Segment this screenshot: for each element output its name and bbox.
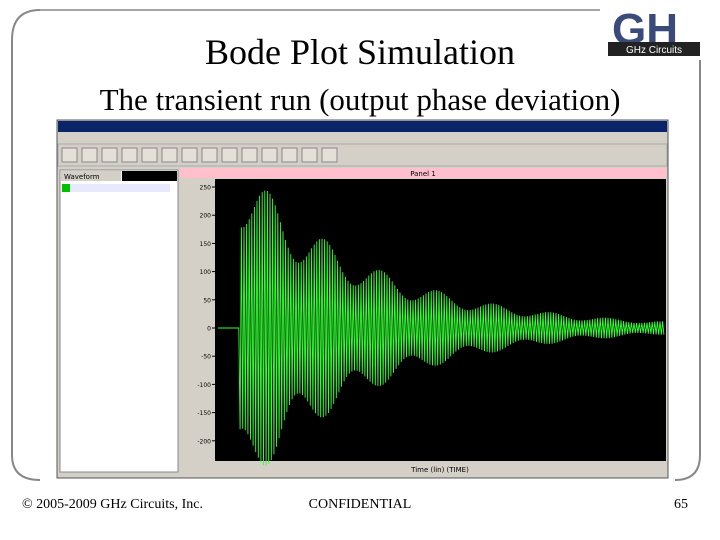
toolbar-button: [181, 147, 198, 163]
footer-confidential: CONFIDENTIAL: [309, 497, 412, 512]
logo-bar: [608, 42, 700, 56]
toolbar-button: [281, 147, 298, 163]
panel-header: [180, 168, 666, 178]
y-tick-label: 0: [207, 326, 211, 333]
waveform: [218, 190, 665, 466]
toolbar-button: [241, 147, 258, 163]
toolbar-button: [121, 147, 138, 163]
list-field: [122, 171, 177, 181]
toolbar-button: [81, 147, 98, 163]
y-tick-label: -50: [201, 354, 211, 361]
list-item: [70, 184, 170, 192]
list-header-text: Waveform: [64, 173, 100, 181]
screenshot: Waveform Panel 1 Time (lin) (TIME) 250 20…: [56, 119, 669, 479]
frame-right: [674, 60, 701, 481]
toolbar-button: [261, 147, 278, 163]
y-tick-label: 150: [200, 241, 212, 248]
toolbar-button: [221, 147, 238, 163]
toolbar-button: [61, 147, 78, 163]
footer-copyright: © 2005-2009 GHz Circuits, Inc.: [22, 497, 203, 512]
window-titlebar: [58, 121, 667, 132]
y-tick-label: -150: [197, 410, 211, 417]
y-tick-label: -200: [197, 438, 211, 445]
waveform-list: [59, 169, 179, 473]
toolbar-button: [101, 147, 118, 163]
toolbar-button: [301, 147, 318, 163]
y-tick-label: 100: [200, 269, 212, 276]
toolbar-button: [161, 147, 178, 163]
list-item-icon: [62, 184, 70, 192]
toolbar-button: [201, 147, 218, 163]
toolbar-button: [321, 147, 338, 163]
frame-left: [11, 9, 41, 481]
title: Bode Plot Simulation: [205, 32, 515, 72]
toolbar-button: [141, 147, 158, 163]
logo: GH GHz Circuits: [608, 5, 700, 56]
y-tick-label: -100: [197, 382, 211, 389]
footer-page: 65: [674, 497, 688, 512]
y-tick-label: 200: [200, 213, 212, 220]
list-header: [61, 171, 121, 181]
logo-text: GHz Circuits: [626, 45, 682, 56]
x-axis-label: Time (lin) (TIME): [410, 466, 469, 474]
y-tick-label: 250: [200, 185, 212, 192]
y-tick-label: 50: [203, 297, 211, 304]
menubar: [58, 133, 667, 143]
panel-title: Panel 1: [410, 170, 436, 178]
subtitle: The transient run (output phase deviatio…: [100, 82, 621, 117]
